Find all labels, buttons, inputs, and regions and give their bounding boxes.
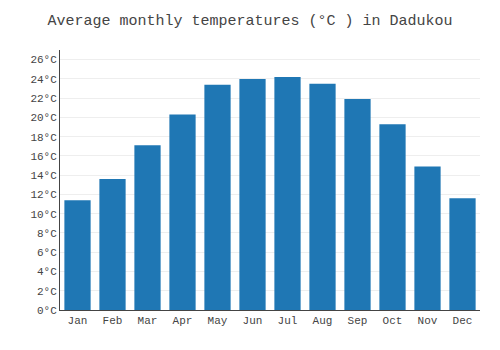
svg-text:0°C: 0°C [37,305,57,317]
svg-text:Jan: Jan [68,315,88,327]
svg-text:Nov: Nov [418,315,438,327]
svg-text:Feb: Feb [103,315,123,327]
svg-text:Mar: Mar [138,315,158,327]
svg-text:Dec: Dec [453,315,473,327]
svg-text:18°C: 18°C [30,132,57,144]
svg-text:10°C: 10°C [30,209,57,221]
svg-text:Sep: Sep [348,315,368,327]
svg-text:Jun: Jun [243,315,263,327]
svg-text:22°C: 22°C [30,93,57,105]
svg-text:2°C: 2°C [37,286,57,298]
svg-text:Jul: Jul [278,315,298,327]
svg-text:4°C: 4°C [37,266,57,278]
svg-text:Apr: Apr [173,315,193,327]
svg-text:16°C: 16°C [30,151,57,163]
svg-text:Oct: Oct [383,315,403,327]
svg-text:24°C: 24°C [30,74,57,86]
svg-text:8°C: 8°C [37,228,57,240]
svg-text:12°C: 12°C [30,189,57,201]
svg-text:Average monthly temperatures (: Average monthly temperatures (°C ) in Da… [47,13,452,30]
svg-text:6°C: 6°C [37,247,57,259]
svg-text:14°C: 14°C [30,170,57,182]
svg-text:26°C: 26°C [30,54,57,66]
svg-text:Aug: Aug [313,315,333,327]
svg-text:20°C: 20°C [30,112,57,124]
svg-text:May: May [208,315,228,327]
